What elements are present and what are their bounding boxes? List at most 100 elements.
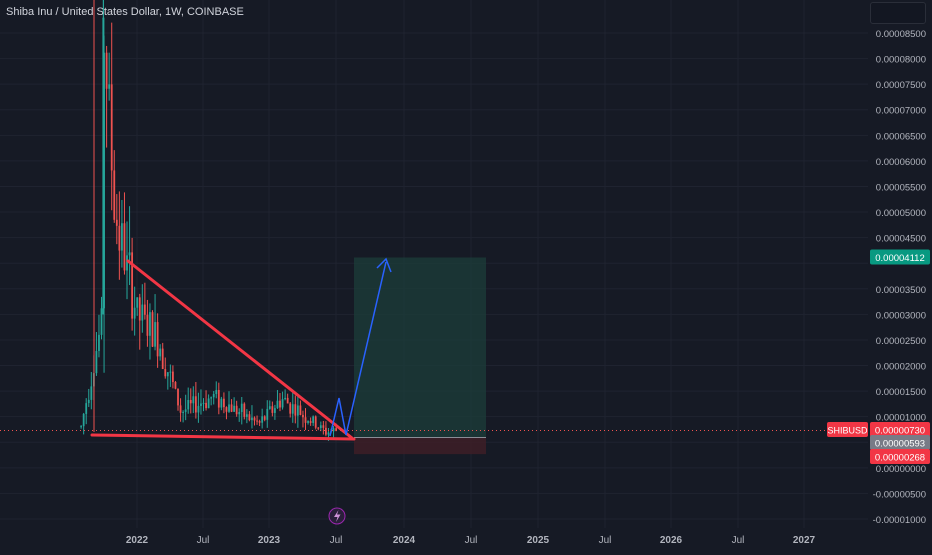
- target-price-tag: 0.00004112: [875, 253, 925, 264]
- descending-trendline[interactable]: [126, 259, 354, 440]
- candle-body: [325, 427, 327, 435]
- price-tick-label: 0.00007000: [876, 106, 926, 117]
- candle-body: [115, 219, 118, 226]
- candle-body: [138, 297, 141, 321]
- price-tick-label: 0.00003500: [876, 285, 926, 296]
- price-tick-label: 0.00002000: [876, 362, 926, 373]
- chart-drawings[interactable]: [0, 257, 868, 441]
- candle-body: [230, 404, 233, 412]
- candle-body: [108, 84, 111, 89]
- candle-body: [166, 372, 169, 377]
- position-zones: [354, 257, 486, 455]
- current-price-tag-bg: [870, 422, 930, 437]
- candle-body: [294, 404, 297, 416]
- candle-body: [174, 382, 177, 389]
- price-tick-label: 0.00003000: [876, 310, 926, 321]
- candle-body: [118, 225, 121, 251]
- candle-body: [149, 312, 151, 336]
- candle-body: [98, 334, 100, 352]
- candle-body: [159, 348, 162, 357]
- time-tick-label: Jul: [732, 535, 745, 546]
- price-tags: 0.00004112 0.00000730 0.00000593 0.00000268…: [827, 249, 930, 464]
- candle-body: [220, 398, 223, 408]
- candle-body: [248, 414, 251, 421]
- candle-body: [194, 396, 197, 413]
- time-tick-label: Jul: [197, 535, 210, 546]
- candle-body: [212, 394, 215, 398]
- price-tick-label: 0.00004500: [876, 234, 926, 245]
- support-line[interactable]: [90, 433, 356, 441]
- candle-body: [281, 399, 284, 408]
- candle-body: [200, 403, 202, 406]
- time-tick-label: 2023: [258, 535, 281, 546]
- candle-body: [304, 417, 307, 423]
- candle-body: [253, 417, 256, 421]
- candle-body: [289, 403, 292, 414]
- time-tick-label: 2025: [527, 535, 550, 546]
- candle-body: [182, 411, 185, 413]
- stop-zone: [354, 437, 486, 455]
- candle-body: [128, 252, 131, 256]
- stop-price-tag-bg: [870, 449, 930, 464]
- candle-body: [217, 390, 220, 408]
- candle-body: [276, 400, 279, 409]
- candle-body: [335, 428, 338, 431]
- projection-arrowhead: [376, 257, 392, 273]
- time-axis[interactable]: 2022 Jul 2023 Jul 2024 Jul 2025 Jul 2026 Jul 2027: [126, 507, 816, 546]
- candle-body: [233, 405, 236, 412]
- candle-body: [189, 399, 192, 404]
- candle-body: [80, 426, 83, 428]
- time-tick-label: Jul: [330, 535, 343, 546]
- candle-body: [225, 407, 228, 412]
- candle-body: [245, 414, 248, 417]
- candle-body: [228, 404, 230, 412]
- candle-body: [131, 252, 134, 319]
- event-flash-icon[interactable]: [328, 507, 346, 525]
- target-price-tag-bg: [870, 249, 930, 265]
- price-tick-label: 0.00001000: [876, 413, 926, 424]
- candle-body: [210, 397, 213, 399]
- time-tick-label: 2026: [660, 535, 683, 546]
- candle-body: [197, 405, 200, 413]
- candle-body: [312, 416, 315, 423]
- time-tick-label: 2027: [793, 535, 816, 546]
- entry-price-tag: 0.00000593: [875, 439, 925, 450]
- candle-body: [235, 405, 238, 415]
- price-tick-label: 0.00007500: [876, 80, 926, 91]
- candle-body: [284, 397, 287, 400]
- entry-price-tag-bg: [870, 435, 930, 450]
- time-tick-label: Jul: [465, 535, 478, 546]
- candle-body: [223, 398, 225, 408]
- price-tick-label: 0.00006000: [876, 157, 926, 168]
- price-tick-label: 0.00002500: [876, 336, 926, 347]
- candle-body: [110, 84, 113, 171]
- candle-body: [102, 17, 105, 315]
- candle-body: [156, 322, 159, 357]
- projection-arrow[interactable]: [329, 261, 387, 437]
- candle-body: [263, 416, 266, 420]
- candle-body: [302, 414, 304, 418]
- candle-body: [205, 402, 207, 409]
- time-tick-label: 2022: [126, 535, 149, 546]
- axis-settings-box[interactable]: [870, 2, 926, 24]
- candle-body: [309, 421, 312, 423]
- candle-body: [85, 403, 88, 414]
- price-tick-label: 0.00005000: [876, 208, 926, 219]
- candle-body: [177, 388, 179, 406]
- candle-body: [202, 402, 205, 404]
- price-axis[interactable]: 0.00008500 0.00008000 0.00007500 0.00007000…: [873, 29, 926, 526]
- price-tick-label: 0.00005500: [876, 182, 926, 193]
- time-tick-label: 2024: [393, 535, 416, 546]
- candle-body: [307, 421, 309, 423]
- candle-body: [299, 405, 302, 415]
- candle-body: [317, 427, 320, 429]
- price-tick-label: 0.00008000: [876, 55, 926, 66]
- time-tick-label: Jul: [599, 535, 612, 546]
- price-tick-label: 0.00006500: [876, 131, 926, 142]
- candle-body: [179, 405, 182, 413]
- candle-body: [133, 307, 136, 319]
- candle-body: [258, 421, 261, 423]
- chart-title: Shiba Inu / United States Dollar, 1W, CO…: [6, 6, 244, 18]
